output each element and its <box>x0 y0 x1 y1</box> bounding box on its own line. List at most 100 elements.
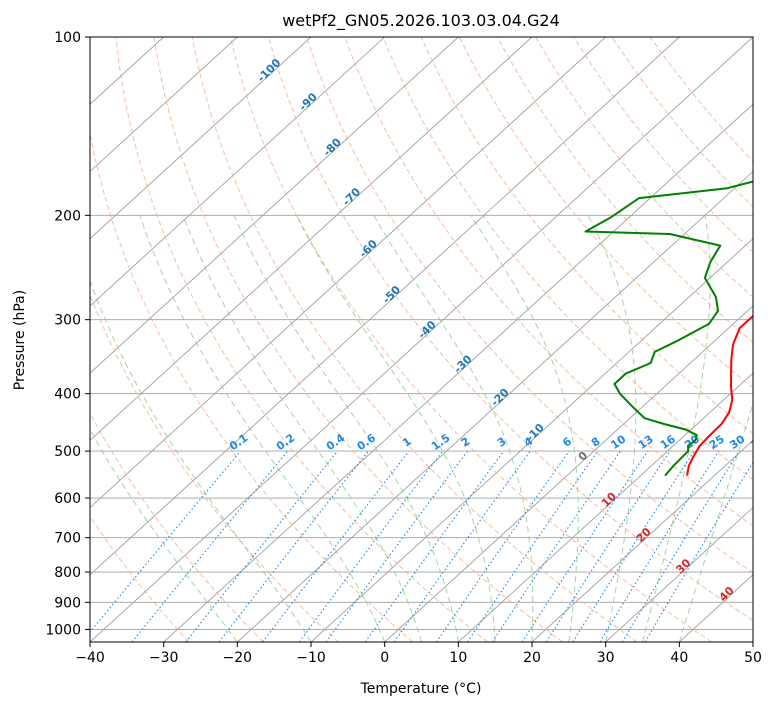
sounding-series <box>584 180 753 477</box>
isotherm-line <box>90 37 753 642</box>
x-tick-label: 20 <box>523 650 541 666</box>
mixing-ratio-label: 8 <box>589 435 603 450</box>
dry-adiabat-line <box>649 37 753 163</box>
isotherm-line <box>90 37 385 307</box>
mixing-ratio-line <box>467 450 599 642</box>
mixing-ratio-line <box>621 450 740 642</box>
dry-adiabat-line <box>90 131 414 642</box>
isotherm-line <box>163 103 753 642</box>
moist-adiabat-line <box>90 279 312 642</box>
isotherm-line <box>90 37 606 509</box>
x-tick-label: 30 <box>597 650 615 666</box>
isotherm-label: -30 <box>451 352 474 375</box>
isotherm-label: 20 <box>634 525 654 545</box>
moist-adiabat-line <box>295 215 496 642</box>
mixing-ratio-label: 0.1 <box>227 431 250 453</box>
x-tick-label: 0 <box>380 650 389 666</box>
dry-adiabat-line <box>611 37 753 208</box>
isotherm-label: -70 <box>340 185 363 208</box>
y-tick-label: 1000 <box>45 622 81 638</box>
mixing-ratio-line <box>521 450 649 642</box>
mixing-ratio-line <box>298 450 444 642</box>
y-axis: 1000 900 800 700 600 500 400 300 200 100 <box>45 30 90 638</box>
mixing-ratio-line <box>572 450 695 642</box>
isotherm-line <box>384 305 753 642</box>
mixing-ratio-label: 1.5 <box>429 431 452 453</box>
isotherm-label: 10 <box>599 490 619 510</box>
isotherm-label: -50 <box>380 283 403 306</box>
moist-adiabat-line <box>233 215 459 642</box>
mixing-ratio-label: 1 <box>400 435 414 450</box>
moist-adiabat-line <box>373 215 534 642</box>
isotherm-line <box>90 37 459 374</box>
y-tick-label: 500 <box>54 444 81 460</box>
isotherm-line <box>90 37 238 173</box>
dry-adiabat-line <box>191 37 638 642</box>
y-tick-label: 700 <box>54 531 81 547</box>
dry-adiabat-line <box>153 37 563 642</box>
dry-adiabat-line <box>344 37 753 527</box>
isotherm-line <box>90 37 680 576</box>
x-tick-label: −20 <box>223 650 253 666</box>
x-axis-label: Temperature (°C) <box>360 681 482 697</box>
dry-adiabat-line <box>229 37 712 642</box>
x-tick-label: −40 <box>75 650 105 666</box>
x-axis: −40 −30 −20 −10 0 10 20 30 40 50 <box>75 642 762 666</box>
isotherm-label: -100 <box>255 56 284 85</box>
moist-adiabat-line <box>642 215 711 642</box>
mixing-ratio-line <box>218 450 369 642</box>
plot-frame <box>89 36 754 643</box>
y-tick-label: 800 <box>54 565 81 581</box>
moist-adiabat-line <box>678 401 753 642</box>
mixing-ratio-line <box>545 450 671 642</box>
isotherm-line <box>605 506 753 642</box>
y-tick-label: 300 <box>54 313 81 329</box>
mixing-ratio-label: 0.2 <box>274 431 297 453</box>
y-tick-label: 100 <box>54 30 81 46</box>
x-tick-label: 10 <box>449 650 467 666</box>
temperature-line <box>686 314 753 476</box>
dewpoint-line <box>584 180 753 477</box>
mixing-ratio-line <box>599 450 720 642</box>
mixing-ratio-label: 13 <box>636 433 656 452</box>
isotherm-label: -40 <box>415 318 438 341</box>
y-axis-label: Pressure (hPa) <box>12 290 28 390</box>
isotherm-label: 40 <box>717 584 737 604</box>
dry-adiabat-line <box>420 37 753 435</box>
moist-adiabats <box>90 215 753 642</box>
mixing-ratio-label: 36 <box>748 432 768 452</box>
mixing-ratio-label: 6 <box>560 435 574 450</box>
mixing-ratio-line <box>185 450 339 642</box>
isotherm-line <box>531 439 753 642</box>
mixing-ratio-label: 30 <box>727 432 747 452</box>
mixing-ratio-line <box>90 450 242 633</box>
y-tick-label: 200 <box>54 208 81 224</box>
moist-adiabat-line <box>470 215 579 642</box>
mixing-ratio-line <box>131 450 289 642</box>
moist-adiabat-line <box>182 215 422 642</box>
x-tick-label: 40 <box>670 650 688 666</box>
moist-adiabat-line <box>90 428 238 642</box>
chart-title: wetPf2_GN05.2026.103.03.04.G24 <box>282 11 560 31</box>
isotherm-label: -20 <box>488 386 511 409</box>
isotherm-line <box>90 37 312 240</box>
mixing-ratio-line <box>393 450 531 642</box>
dry-adiabat-line <box>306 37 753 574</box>
mixing-ratio-label: 2 <box>459 435 473 450</box>
dry-adiabat-line <box>573 37 753 253</box>
dry-adiabat-line <box>90 515 190 642</box>
mixing-ratio-label: 0.4 <box>324 431 348 453</box>
mixing-ratio-line <box>491 450 621 642</box>
y-tick-label: 400 <box>54 387 81 403</box>
y-tick-label: 900 <box>54 595 81 611</box>
mixing-ratio-line <box>364 450 505 642</box>
dry-adiabat-line <box>496 37 753 344</box>
isotherm-line <box>90 37 533 441</box>
x-tick-label: −30 <box>149 650 179 666</box>
isotherm-label: 30 <box>673 556 693 576</box>
mixing-ratio-label: 16 <box>658 432 678 452</box>
isotherm-line <box>752 641 753 642</box>
moist-adiabat-line <box>587 215 637 642</box>
